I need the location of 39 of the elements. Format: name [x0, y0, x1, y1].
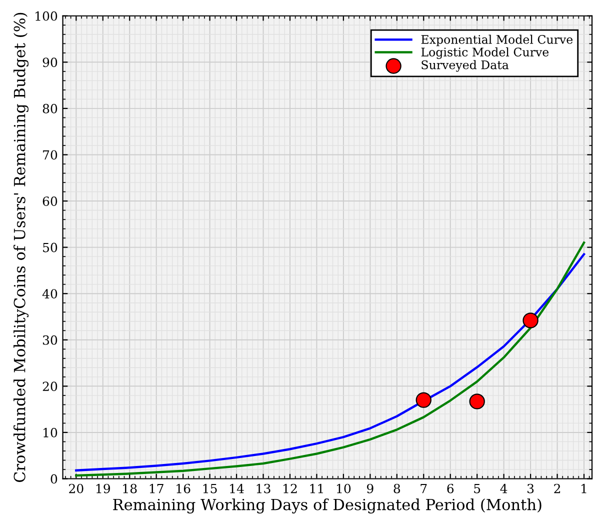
legend-label: Surveyed Data [422, 60, 509, 72]
x-axis-title: Remaining Working Days of Designated Period (Month) [113, 498, 542, 514]
x-tick-label: 20 [69, 484, 84, 494]
x-tick-label: 11 [310, 484, 323, 494]
y-tick-label: 0 [50, 474, 58, 484]
y-tick-label: 100 [36, 11, 58, 21]
y-tick-label: 40 [42, 289, 58, 299]
x-tick-label: 2 [554, 484, 560, 494]
legend-label: Exponential Model Curve [421, 34, 573, 46]
x-tick-label: 12 [284, 484, 297, 494]
y-tick-label: 60 [42, 196, 58, 206]
x-tick-label: 6 [447, 484, 454, 494]
point [469, 394, 485, 410]
x-tick-label: 10 [337, 484, 351, 494]
y-tick-label: 30 [42, 335, 58, 345]
x-tick-label: 15 [203, 484, 217, 494]
x-tick-label: 19 [96, 484, 110, 494]
x-tick-label: 5 [474, 484, 480, 494]
x-tick-label: 16 [176, 484, 190, 494]
y-axis-title: Crowdfunded MobilityCoins of Users' Remaining Budget (%) [14, 12, 29, 482]
point [522, 312, 538, 328]
y-tick-label: 70 [43, 150, 58, 160]
x-tick-label: 8 [394, 484, 400, 494]
y-tick-label: 80 [42, 104, 58, 114]
x-tick-label: 3 [528, 484, 534, 494]
x-tick-label: 18 [123, 484, 137, 494]
x-tick-label: 1 [582, 484, 586, 494]
x-tick-label: 17 [150, 484, 164, 494]
x-tick-label: 9 [366, 484, 374, 494]
y-tick-label: 50 [43, 242, 58, 252]
x-tick-label: 7 [420, 484, 427, 494]
y-tick-label: 20 [42, 382, 58, 392]
legend-label: Logistic Model Curve [421, 47, 549, 59]
y-tick-label: 10 [44, 428, 58, 438]
x-tick-label: 14 [230, 484, 244, 494]
point [416, 392, 432, 408]
y-tick-label: 90 [42, 58, 58, 68]
x-tick-label: 4 [500, 484, 508, 494]
x-tick-label: 13 [256, 484, 270, 494]
